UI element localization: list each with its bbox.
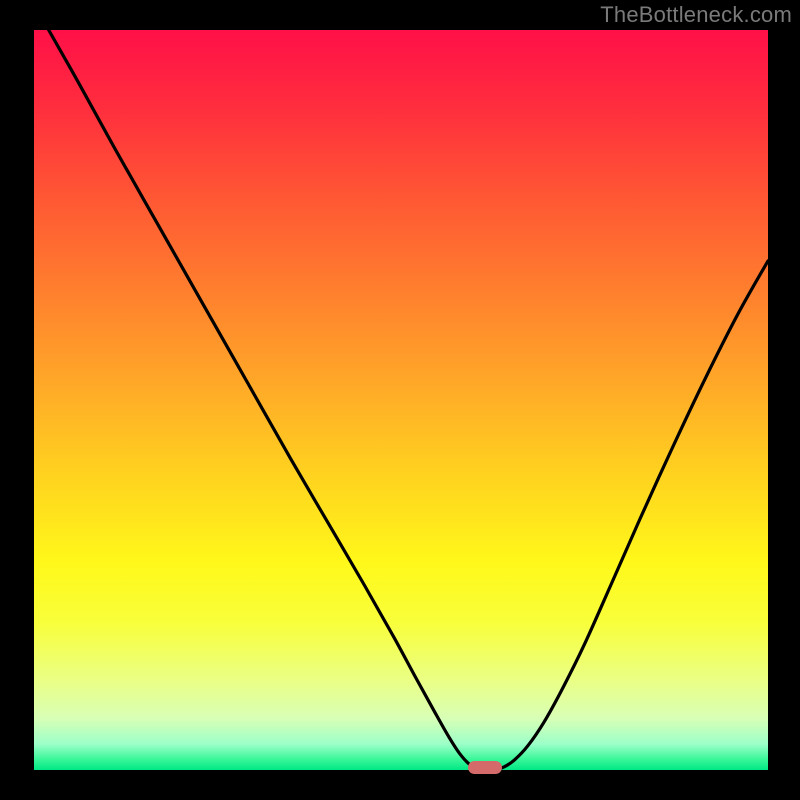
optimal-marker	[468, 761, 502, 774]
curve-path	[49, 30, 768, 770]
chart-frame: TheBottleneck.com	[0, 0, 800, 800]
bottleneck-curve	[34, 30, 768, 770]
plot-area	[34, 30, 768, 770]
watermark-text: TheBottleneck.com	[600, 2, 792, 28]
